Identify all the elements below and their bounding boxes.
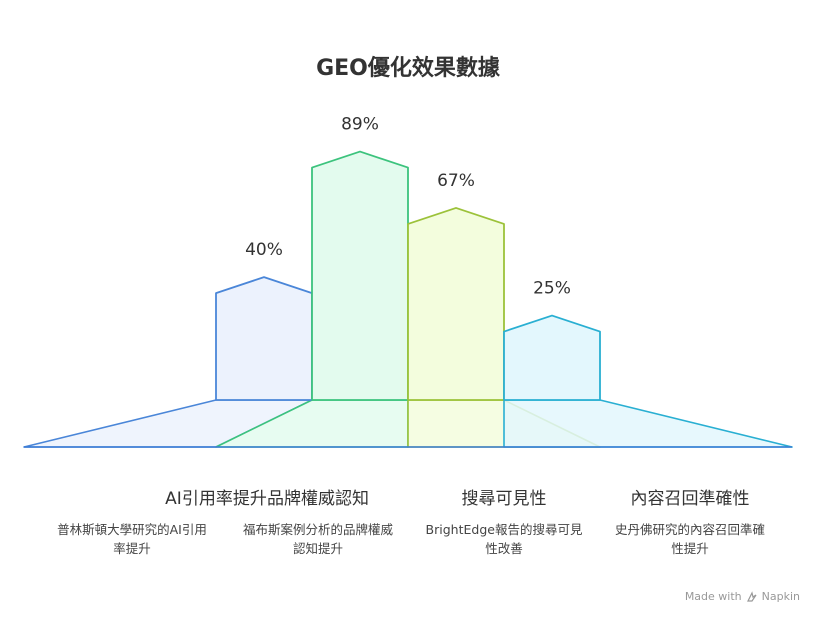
value-label-search-visibility: 67% xyxy=(437,171,475,191)
category-desc-content-recall: 史丹佛研究的內容召回準確性提升 xyxy=(614,522,765,556)
bar-content-recall xyxy=(503,314,601,401)
category-desc-brand-authority: 福布斯案例分析的品牌權威認知提升 xyxy=(242,522,393,556)
category-label-brand-authority: 品牌權威認知 xyxy=(267,489,369,509)
bar-ai-citation xyxy=(215,276,313,401)
category-label-ai-citation: AI引用率提升 xyxy=(165,489,267,509)
made-with-napkin-watermark[interactable]: Made with Napkin xyxy=(685,590,800,603)
ground-shape-content-recall xyxy=(503,399,793,448)
watermark-prefix: Made with xyxy=(684,590,742,603)
category-label-content-recall: 內容召回準確性 xyxy=(630,489,750,509)
value-label-content-recall: 25% xyxy=(533,279,571,299)
napkin-logo-icon xyxy=(746,590,758,603)
category-label-search-visibility: 搜尋可見性 xyxy=(461,489,547,509)
value-label-ai-citation: 40% xyxy=(245,240,283,260)
bar-search-visibility xyxy=(407,207,505,401)
bar-brand-authority xyxy=(311,150,409,401)
value-label-brand-authority: 89% xyxy=(341,115,379,135)
watermark-brand: Napkin xyxy=(761,590,800,603)
category-desc-search-visibility: BrightEdge報告的搜尋可見性改善 xyxy=(425,522,583,556)
category-desc-ai-citation: 普林斯頓大學研究的AI引用率提升 xyxy=(57,522,207,556)
chart-title: GEO優化效果數據 xyxy=(316,56,500,81)
